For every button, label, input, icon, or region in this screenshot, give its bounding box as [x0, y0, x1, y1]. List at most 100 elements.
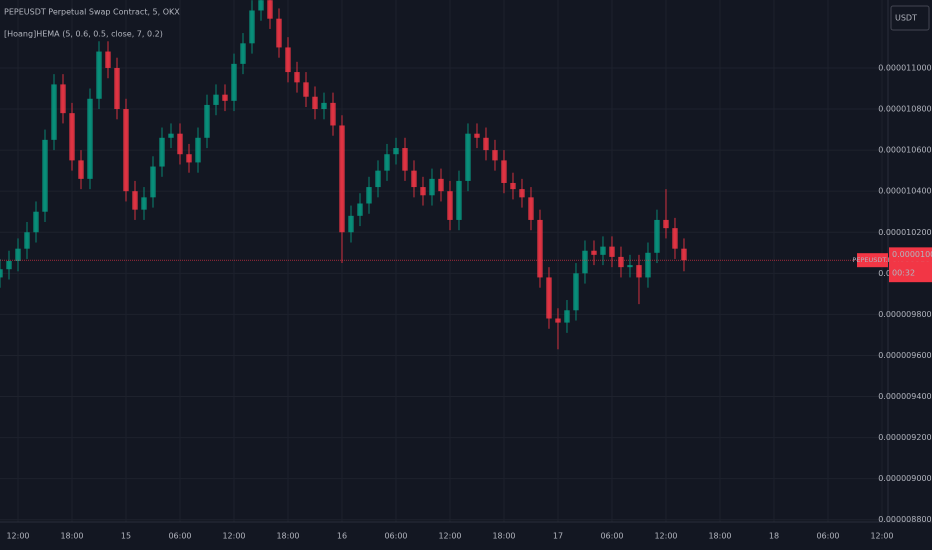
candle-body — [60, 84, 66, 114]
candle-body — [69, 113, 75, 161]
x-tick-label: 18 — [769, 532, 779, 541]
chart-title: PEPEUSDT Perpetual Swap Contract, 5, OKX — [4, 8, 180, 17]
candle-body — [555, 318, 561, 323]
candle-body — [168, 133, 174, 138]
candle-body — [303, 82, 309, 97]
x-tick-label: 12:00 — [222, 532, 245, 541]
candle-body — [33, 211, 39, 233]
candle-body — [591, 250, 597, 255]
candle-body — [150, 166, 156, 198]
candle-body — [87, 98, 93, 179]
candle-body — [582, 250, 588, 274]
candle-body — [627, 265, 633, 268]
candle-body — [483, 137, 489, 151]
candle-body — [105, 51, 111, 68]
candle-body — [42, 139, 48, 212]
candle-body — [492, 150, 498, 161]
candle-body — [654, 219, 660, 253]
x-tick-label: 06:00 — [168, 532, 191, 541]
candle-body — [393, 148, 399, 155]
candle-body — [240, 43, 246, 64]
candle-body — [141, 197, 147, 210]
x-tick-label: 06:00 — [600, 532, 623, 541]
candle-body — [258, 0, 264, 11]
candle-body — [15, 248, 21, 261]
y-tick-label: 0.00000920000 — [878, 433, 932, 442]
candle-body — [312, 96, 318, 110]
candle-body — [0, 269, 3, 278]
y-tick-label: 0.00000980000 — [878, 310, 932, 319]
candle-body — [528, 197, 534, 220]
x-tick-label: 16 — [337, 532, 347, 541]
x-tick-label: 12:00 — [6, 532, 29, 541]
x-tick-label: 12:00 — [654, 532, 677, 541]
candle-body — [564, 310, 570, 323]
y-tick-label: 0.00000960000 — [878, 351, 932, 360]
currency-box[interactable] — [890, 5, 930, 31]
candle-body — [195, 137, 201, 163]
indicator-price-label: 0.00001009229 — [892, 250, 932, 259]
candle-body — [501, 160, 507, 183]
candle-body — [600, 246, 606, 255]
indicator-legend: [Hoang]HEMA (5, 0.6, 0.5, close, 7, 0.2) — [4, 30, 163, 39]
candle-body — [51, 84, 57, 140]
candle-body — [213, 94, 219, 105]
y-tick-label: 0.00001020000 — [878, 228, 932, 237]
candle-body — [465, 133, 471, 181]
y-tick-label: 0.00000900000 — [878, 474, 932, 483]
candle-body — [447, 191, 453, 220]
candle-body — [123, 109, 129, 192]
y-tick-label: 0.00001060000 — [878, 146, 932, 155]
candle-body — [294, 72, 300, 83]
candle-body — [276, 18, 282, 48]
countdown: 00:32 — [892, 269, 915, 278]
candle-body — [672, 228, 678, 249]
x-tick-label: 15 — [121, 532, 131, 541]
candle-body — [159, 137, 165, 167]
candle-body — [546, 277, 552, 319]
candle-body — [645, 252, 651, 278]
candle-body — [6, 261, 12, 270]
candle-body — [330, 102, 336, 126]
candle-body — [231, 63, 237, 101]
y-tick-label: 0.00001100000 — [878, 63, 932, 72]
candle-body — [339, 125, 345, 233]
candle-body — [357, 203, 363, 216]
y-tick-label: 0.00000880000 — [878, 515, 932, 524]
candle-body — [375, 170, 381, 188]
candle-body — [573, 273, 579, 311]
y-tick-label: 0.00000940000 — [878, 392, 932, 401]
candle-body — [348, 215, 354, 233]
candle-body — [636, 265, 642, 278]
axes: 0.00000880000 0.00000900000 0.00000920000 0… — [6, 63, 932, 541]
candle-body — [114, 67, 120, 110]
x-tick-label: 17 — [553, 532, 563, 541]
candle-body — [96, 51, 102, 99]
candle-body — [681, 248, 687, 261]
symbol-tag: PEPEUSDT.P — [852, 256, 891, 264]
candle-body — [186, 154, 192, 163]
candle-body — [609, 246, 615, 257]
candle-body — [537, 219, 543, 278]
candle-body — [24, 232, 30, 249]
x-tick-label: 18:00 — [492, 532, 515, 541]
candle-body — [249, 10, 255, 44]
candle-body — [510, 182, 516, 190]
candle-body — [177, 133, 183, 155]
candle-body — [420, 187, 426, 196]
candle-body — [222, 94, 228, 101]
candle-body — [321, 102, 327, 110]
candle-body — [285, 47, 291, 73]
candle-body — [384, 154, 390, 171]
x-tick-label: 12:00 — [870, 532, 893, 541]
currency[interactable]: USDT — [895, 14, 917, 23]
candle-body — [519, 189, 525, 198]
x-tick-label: 06:00 — [384, 532, 407, 541]
y-tick-label: 0.00001040000 — [878, 187, 932, 196]
candle-body — [78, 160, 84, 179]
candle-body — [204, 104, 210, 138]
candle-body — [429, 178, 435, 196]
